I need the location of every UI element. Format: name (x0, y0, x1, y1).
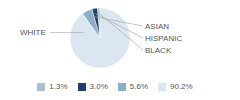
svg-text:HISPANIC: HISPANIC (145, 34, 182, 43)
svg-text:WHITE: WHITE (20, 28, 46, 37)
svg-text:ASIAN: ASIAN (145, 22, 169, 31)
html-text:90.2%: 90.2% (170, 82, 193, 91)
html-text:3.0%: 3.0% (89, 82, 108, 91)
svg-text:BLACK: BLACK (145, 46, 172, 55)
html-text:1.3%: 1.3% (49, 82, 68, 91)
html-text:5.6%: 5.6% (129, 82, 148, 91)
